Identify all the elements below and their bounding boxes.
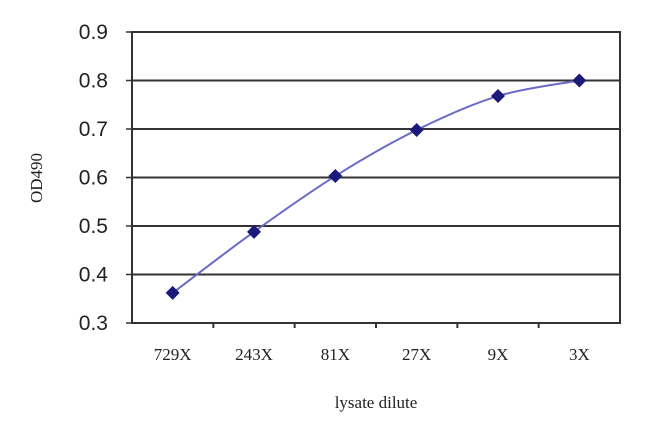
data-point (165, 285, 180, 300)
y-tick-label: 0.5 (79, 215, 108, 238)
x-axis-ticks: 729X 243X 81X 27X 9X 3X (154, 323, 590, 364)
x-tick-label: 3X (569, 345, 590, 364)
series-line (172, 79, 580, 294)
y-tick-label: 0.7 (79, 118, 108, 141)
x-axis-label: lysate dilute (335, 393, 418, 412)
x-tick-label: 27X (402, 345, 431, 364)
data-point (409, 122, 424, 137)
x-tick-label: 81X (321, 345, 350, 364)
data-point (328, 169, 343, 184)
gridlines (132, 79, 620, 276)
y-tick-label: 0.8 (79, 70, 108, 93)
y-tick-label: 0.4 (79, 264, 109, 287)
y-tick-label: 0.9 (79, 21, 108, 44)
y-axis-ticks: 0.3 0.4 0.5 0.6 0.7 0.8 0.9 (79, 21, 132, 335)
y-axis-label: OD490 (27, 153, 46, 203)
series-markers (165, 73, 587, 300)
data-point (247, 224, 261, 239)
x-tick-label: 729X (154, 345, 192, 364)
y-tick-label: 0.3 (79, 312, 108, 335)
data-point (491, 89, 505, 104)
y-tick-label: 0.6 (79, 167, 108, 190)
x-tick-label: 9X (488, 345, 509, 364)
data-point (572, 73, 587, 88)
x-tick-label: 243X (235, 345, 273, 364)
